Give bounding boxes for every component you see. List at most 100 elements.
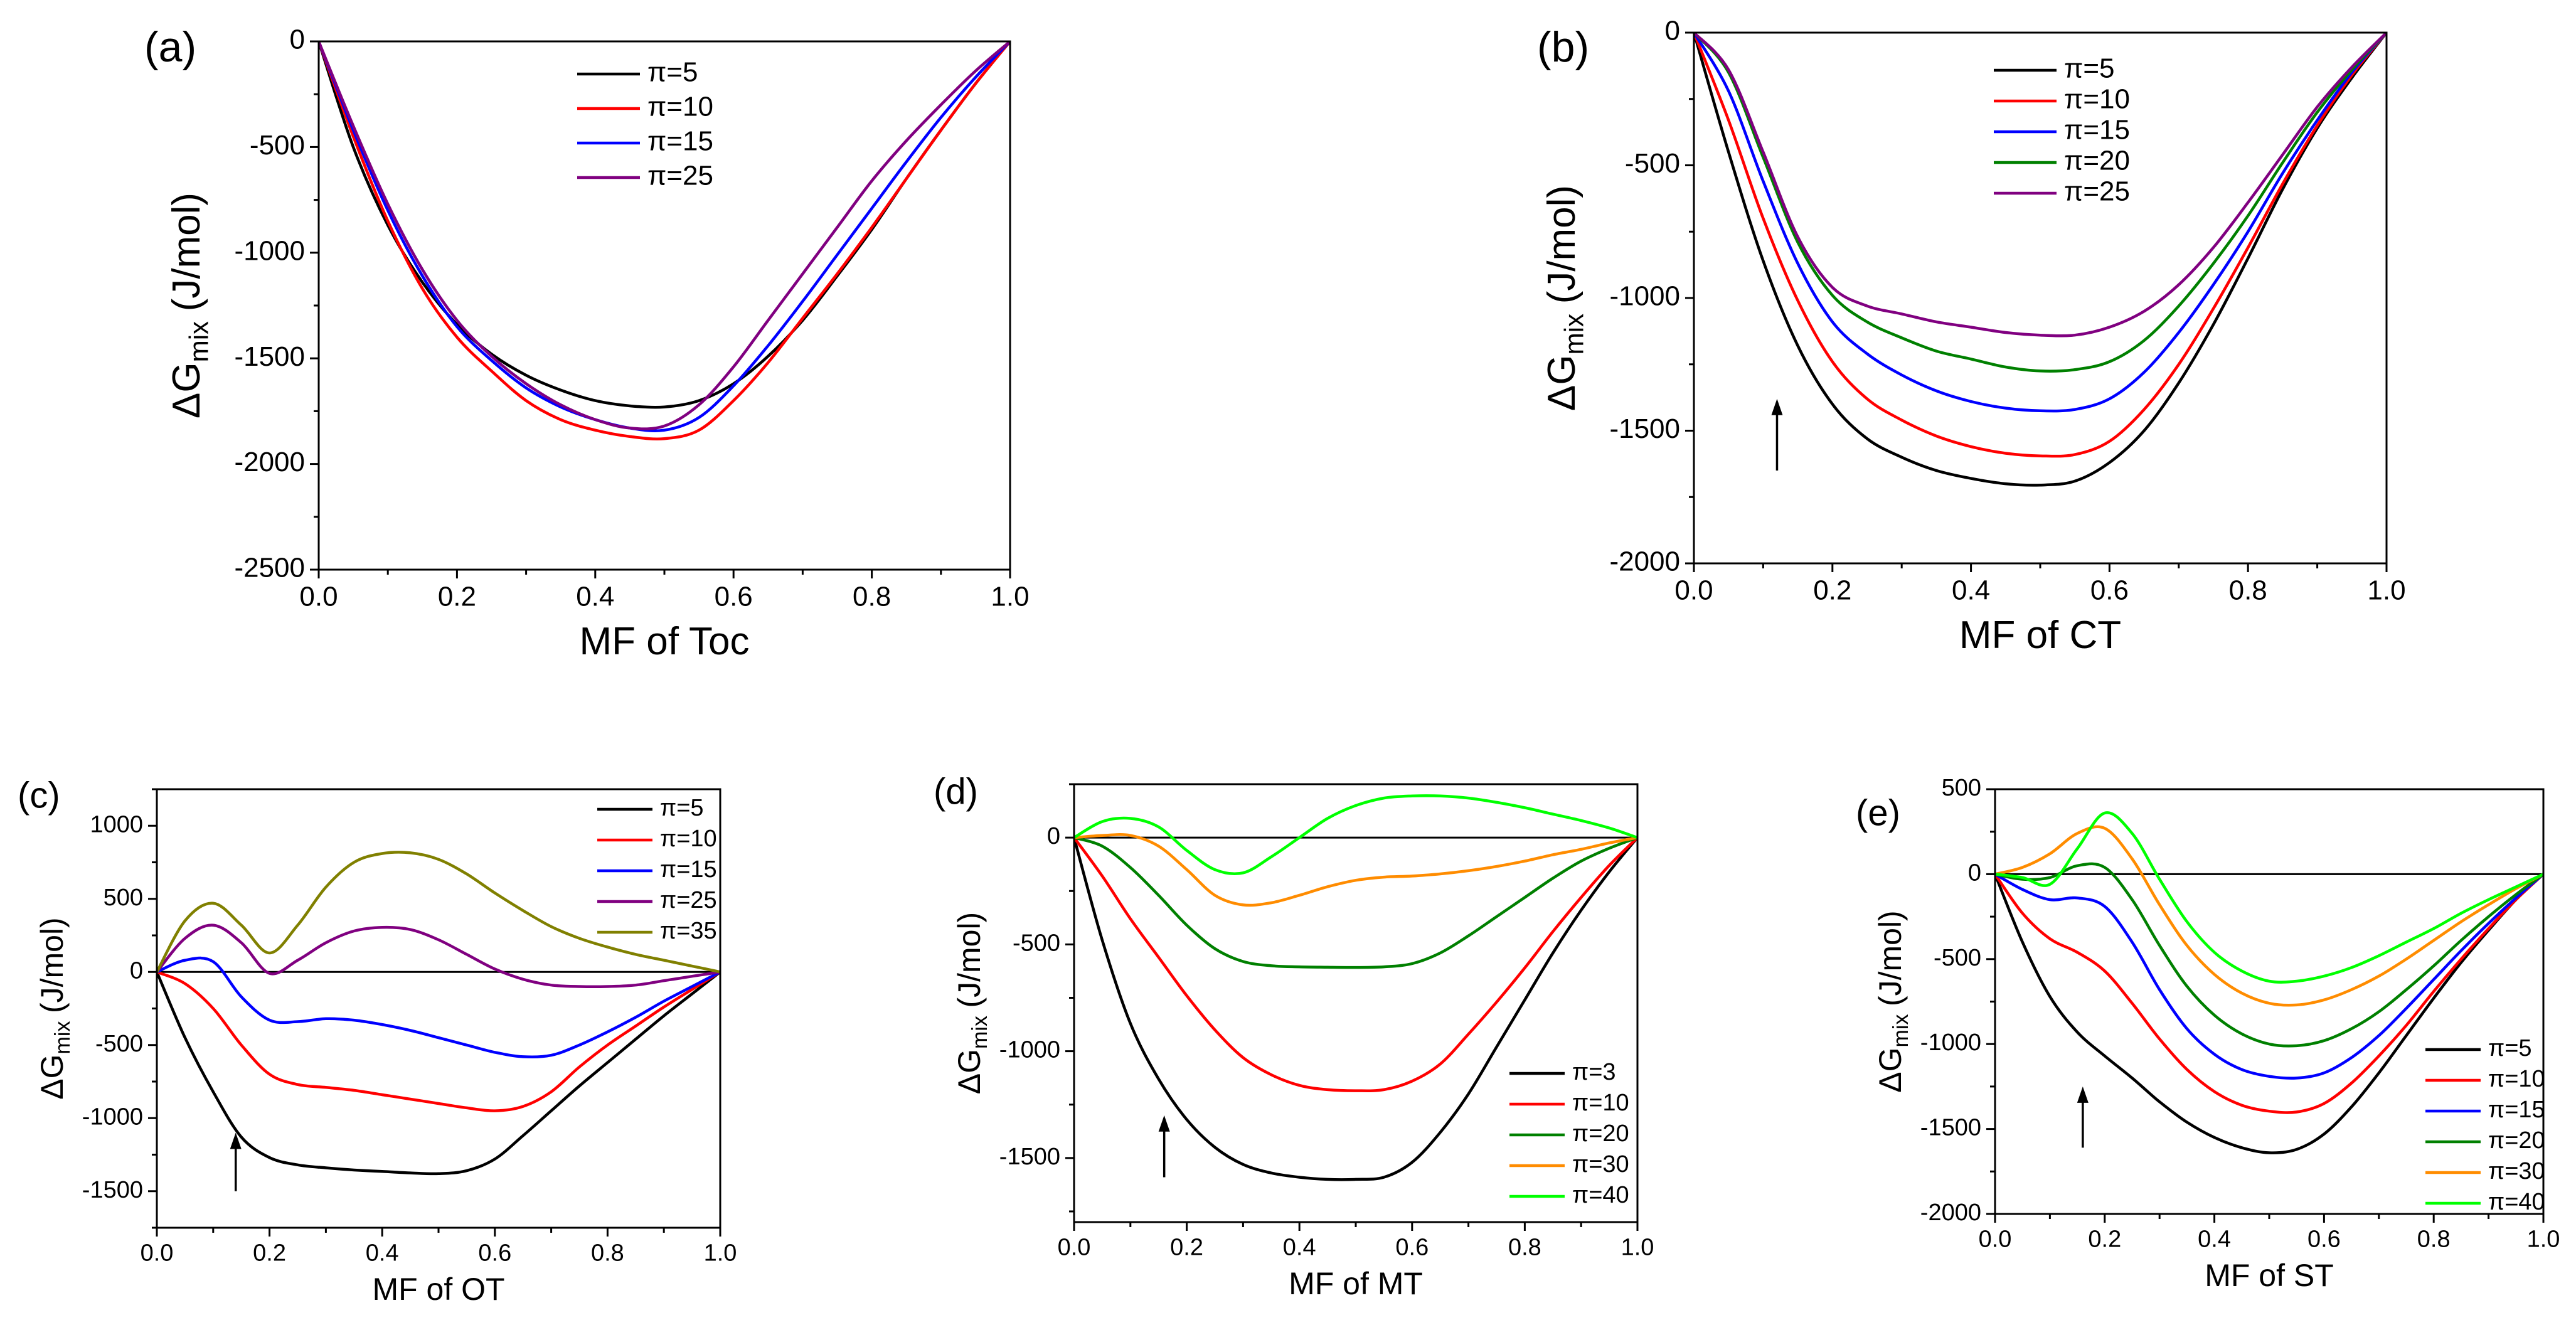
x-tick-label: 0.0	[141, 1240, 174, 1266]
y-axis-label: ΔGmix (J/mol)	[1540, 185, 1589, 411]
series-line-3	[1074, 836, 1637, 969]
legend-label-1: π=3	[1572, 1059, 1616, 1085]
legend-label-3: π=15	[647, 126, 713, 157]
y-label-unit: (J/mol)	[1540, 185, 1583, 304]
series-line-2	[1074, 836, 1637, 1092]
y-tick-label: 0	[130, 957, 143, 984]
series-line-4	[157, 923, 720, 989]
series-line-3	[1995, 873, 2543, 1080]
y-tick-label: -500	[1013, 930, 1060, 956]
legend-label-4: π=20	[2488, 1127, 2545, 1154]
plot-frame	[1994, 788, 2545, 1215]
chart-panel-c: (c) 0.0 0.2 0.4 0.6 0.8 1.0 1000 500 0 -500 -1000 -1…	[18, 775, 737, 1306]
y-tick-label: -1500	[1609, 413, 1680, 444]
series-line-1	[1074, 836, 1637, 1181]
y-tick-label: 0	[290, 24, 305, 55]
series-line-4	[1694, 33, 2387, 373]
y-label-unit: (J/mol)	[165, 193, 208, 311]
y-tick-label: -500	[250, 130, 305, 161]
legend-label-3: π=15	[2488, 1097, 2545, 1123]
legend-label-6: π=40	[2488, 1189, 2545, 1215]
x-tick-label: 0.8	[2229, 575, 2267, 605]
chart-panel-d: (d) 0.0 0.2 0.4 0.6 0.8 1.0 0 -500 -1000 -1500 MF o…	[934, 771, 1654, 1301]
y-tick-label: -500	[1934, 945, 1981, 971]
series-line-3	[319, 41, 1010, 433]
chart-panel-e: (e) 0.0 0.2 0.4 0.6 0.8 1.0 500 0 -500 -1000 -1500 -…	[1856, 775, 2560, 1293]
x-tick-label: 0.2	[253, 1240, 286, 1266]
series-line-2	[1694, 33, 2387, 458]
annotation-arrow-head	[1771, 398, 1783, 415]
y-label-subscript: mix	[968, 1016, 992, 1049]
y-axis-label: ΔGmix (J/mol)	[165, 193, 214, 418]
series-line-4	[1074, 833, 1637, 907]
series-line-3	[157, 956, 720, 1059]
legend-label-4: π=30	[1572, 1151, 1629, 1178]
legend-label-1: π=5	[660, 795, 704, 821]
x-tick-label: 0.0	[299, 581, 338, 612]
series-line-5	[1995, 825, 2543, 1007]
annotation-arrow-head	[2077, 1086, 2089, 1103]
x-tick-label: 1.0	[1621, 1234, 1654, 1260]
series-line-2	[319, 41, 1010, 440]
y-tick-label: 500	[1942, 775, 1981, 801]
series-group	[1074, 794, 1637, 1181]
y-tick-label: -2000	[234, 447, 305, 477]
y-label-main: ΔG	[1873, 1047, 1908, 1092]
y-tick-label: -1500	[1920, 1115, 1981, 1141]
y-label-main: ΔG	[1540, 354, 1583, 411]
y-tick-label: -1500	[234, 341, 305, 372]
x-tick-label: 0.6	[478, 1240, 511, 1266]
y-tick-label: -1000	[234, 235, 305, 266]
x-tick-label: 1.0	[2527, 1226, 2560, 1252]
x-axis-label: MF of MT	[1289, 1266, 1423, 1301]
series-line-4	[319, 41, 1010, 430]
panel-label: (c)	[18, 775, 60, 816]
legend-label-4: π=20	[2064, 146, 2130, 176]
y-label-main: ΔG	[35, 1054, 70, 1099]
x-tick-label: 0.6	[2090, 575, 2129, 605]
x-tick-label: 0.8	[591, 1240, 624, 1266]
x-axis-label: MF of CT	[1959, 614, 2121, 657]
y-tick-label: -1000	[1920, 1029, 1981, 1056]
x-tick-label: 0.4	[1283, 1234, 1316, 1260]
legend-label-5: π=40	[1572, 1182, 1629, 1208]
y-axis-label: ΔGmix (J/mol)	[1873, 910, 1913, 1092]
legend-label-1: π=5	[2064, 53, 2115, 84]
x-tick-label: 1.0	[991, 581, 1029, 612]
y-tick-label: -500	[1625, 148, 1680, 179]
x-tick-label: 0.6	[2307, 1226, 2341, 1252]
series-line-5	[1074, 794, 1637, 876]
x-tick-label: 0.4	[1952, 575, 1990, 605]
x-tick-label: 0.4	[366, 1240, 399, 1266]
x-tick-label: 0.0	[1979, 1226, 2012, 1252]
chart-panel-b: (b) 0.0 0.2 0.4 0.6 0.8 1.0 0 -500 -1000 -1500 -200…	[1537, 16, 2406, 657]
y-tick-label: -1000	[1609, 281, 1680, 312]
plot-frame	[156, 788, 721, 1229]
series-line-1	[1694, 33, 2387, 487]
annotation-arrow-head	[230, 1132, 242, 1149]
y-tick-label: 1000	[90, 811, 143, 838]
y-label-main: ΔG	[952, 1049, 987, 1094]
series-line-6	[1995, 811, 2543, 984]
x-tick-label: 0.8	[2417, 1226, 2451, 1252]
x-tick-label: 0.2	[2088, 1226, 2121, 1252]
legend-label-2: π=10	[2488, 1066, 2545, 1092]
y-label-subscript: mix	[184, 321, 214, 363]
series-line-5	[1694, 33, 2387, 338]
plot-frame	[1073, 783, 1639, 1223]
series-line-1	[157, 971, 720, 1176]
series-line-1	[1995, 873, 2543, 1154]
legend-label-1: π=5	[2488, 1035, 2532, 1061]
y-tick-label: -1000	[82, 1104, 143, 1130]
legend-label-2: π=10	[2064, 84, 2130, 115]
panel-label: (d)	[934, 771, 978, 812]
x-tick-label: 0.8	[853, 581, 891, 612]
y-label-unit: (J/mol)	[1873, 910, 1908, 1006]
series-group	[319, 41, 1010, 440]
legend-label-3: π=15	[2064, 115, 2130, 146]
y-label-unit: (J/mol)	[35, 917, 70, 1013]
x-tick-label: 0.2	[438, 581, 476, 612]
x-tick-label: 0.2	[1813, 575, 1851, 605]
panel-label: (b)	[1537, 23, 1589, 71]
series-line-2	[1995, 873, 2543, 1114]
